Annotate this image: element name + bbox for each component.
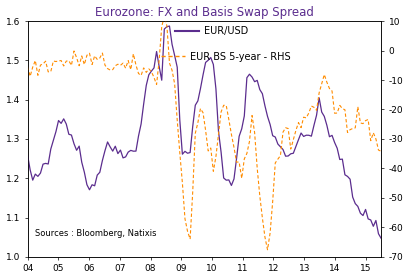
Text: Sources : Bloomberg, Natixis: Sources : Bloomberg, Natixis — [35, 229, 156, 238]
Title: Eurozone: FX and Basis Swap Spread: Eurozone: FX and Basis Swap Spread — [95, 6, 314, 19]
Legend: EUR BS 5-year - RHS: EUR BS 5-year - RHS — [161, 52, 290, 62]
